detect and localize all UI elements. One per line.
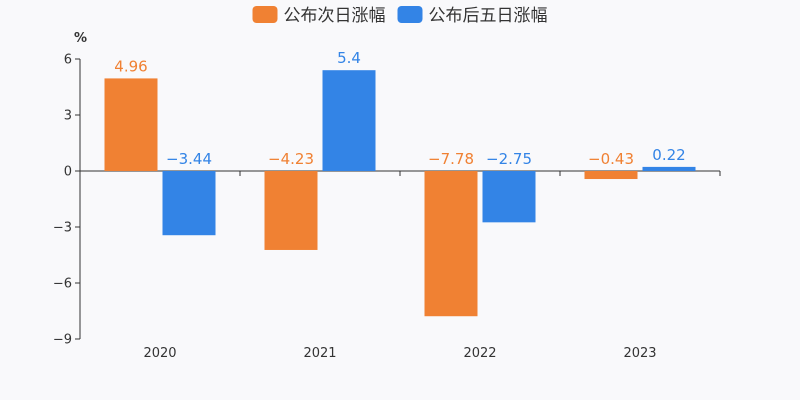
y-axis-unit: % <box>74 31 87 46</box>
data-label: −7.78 <box>428 150 474 168</box>
bars <box>104 70 696 317</box>
data-label: −0.43 <box>588 150 634 168</box>
legend-label: 公布次日涨幅 <box>284 6 386 26</box>
legend: 公布次日涨幅 公布后五日涨幅 <box>252 6 548 26</box>
data-label: 0.22 <box>652 146 685 164</box>
bar <box>584 171 638 180</box>
bar <box>424 171 478 317</box>
data-label: −2.75 <box>486 150 532 168</box>
legend-swatch <box>252 6 278 23</box>
bar <box>642 166 696 171</box>
y-tick-label: 0 <box>64 165 72 180</box>
bar <box>264 171 318 250</box>
x-tick-label: 2021 <box>303 346 336 361</box>
y-tick-label: 3 <box>64 109 72 124</box>
y-tick-label: −6 <box>53 277 72 292</box>
bar <box>482 171 536 223</box>
x-tick-label: 2023 <box>623 346 656 361</box>
legend-swatch <box>397 6 423 23</box>
data-label: 5.4 <box>337 49 361 67</box>
data-labels: 4.96 −4.23 −7.78 −0.43 −3.44 5.4 −2.75 0.22 <box>114 49 685 168</box>
x-tick-label: 2020 <box>143 346 176 361</box>
legend-item[interactable]: 公布后五日涨幅 <box>397 6 548 26</box>
bar <box>104 78 158 171</box>
data-label: −3.44 <box>166 150 212 168</box>
y-tick-label: −9 <box>53 333 72 348</box>
data-label: 4.96 <box>114 57 147 75</box>
bar <box>162 171 216 236</box>
data-label: −4.23 <box>268 150 314 168</box>
bar <box>322 70 376 171</box>
y-axis: 6 3 0 −3 −6 −9 <box>53 53 81 348</box>
legend-item[interactable]: 公布次日涨幅 <box>252 6 386 26</box>
legend-label: 公布后五日涨幅 <box>429 6 548 26</box>
x-axis: 2020 2021 2022 2023 <box>79 170 721 361</box>
x-tick-label: 2022 <box>463 346 496 361</box>
y-tick-label: −3 <box>53 221 72 236</box>
y-tick-label: 6 <box>64 53 72 68</box>
